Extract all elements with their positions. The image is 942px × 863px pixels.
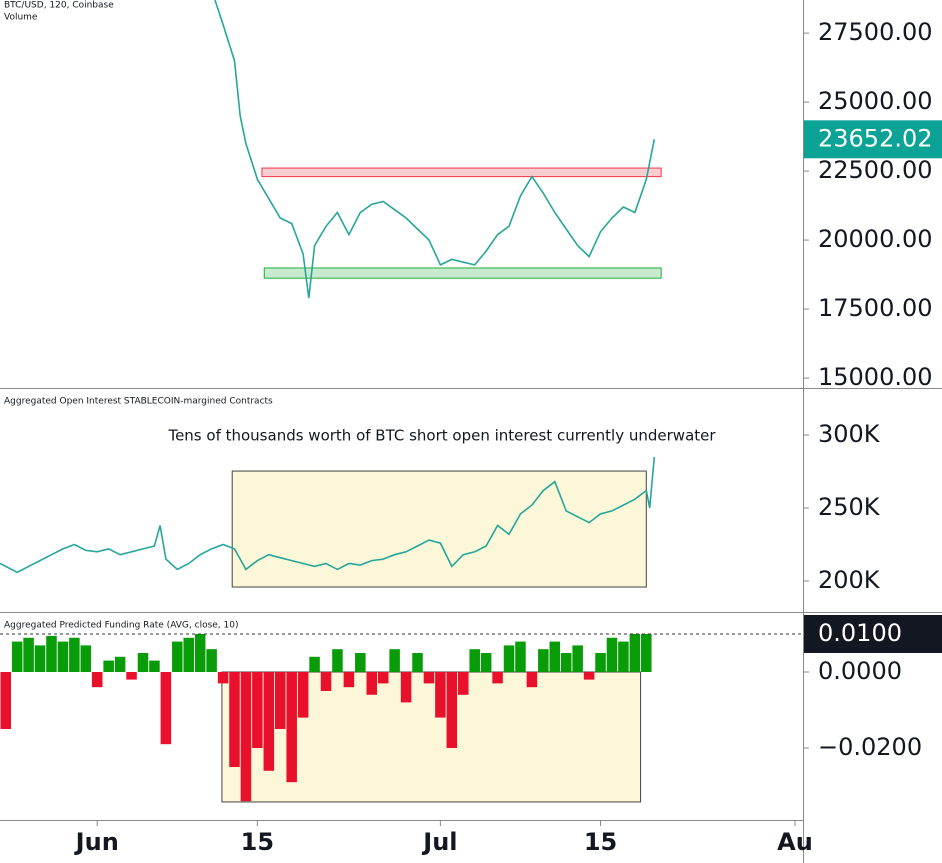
- funding-bar: [618, 641, 629, 672]
- funding-bar: [503, 645, 515, 672]
- y-tick-label: 22500.00: [818, 156, 933, 184]
- funding-bar: [149, 660, 160, 672]
- y-tick-label: 200K: [818, 566, 881, 594]
- funding-bar: [641, 633, 652, 672]
- highlight-box: [231, 470, 647, 588]
- y-tick-label: 25000.00: [818, 87, 933, 115]
- funding-bar: [526, 671, 538, 688]
- funding-bar: [469, 649, 480, 672]
- funding-bar: [286, 671, 297, 783]
- y-tick-label: 27500.00: [818, 18, 933, 46]
- funding-bar: [263, 671, 275, 771]
- funding-bar: [103, 660, 114, 672]
- funding-bar: [0, 671, 11, 729]
- y-tick-label: 15000.00: [818, 363, 933, 391]
- y-tick-label: 20000.00: [818, 225, 933, 253]
- funding-bar: [492, 671, 503, 684]
- funding-bar: [160, 671, 172, 745]
- funding-bar: [34, 645, 46, 672]
- funding-bar: [332, 649, 343, 672]
- current-value-label: 23652.02: [818, 124, 933, 152]
- funding-bar: [583, 671, 595, 680]
- funding-bar: [229, 671, 240, 767]
- funding-bar: [515, 641, 526, 672]
- y-tick-label: 0.0000: [818, 657, 902, 685]
- funding-bar: [538, 649, 549, 672]
- funding-bar: [343, 671, 355, 688]
- annotation: Tens of thousands worth of BTC short ope…: [167, 427, 716, 445]
- funding-bar: [355, 652, 366, 672]
- current-value-box: [804, 614, 942, 653]
- pane-title: Aggregated Open Interest STABLECOIN-marg…: [4, 397, 273, 407]
- y-tick-label: 250K: [818, 493, 881, 521]
- funding-bar: [217, 671, 229, 684]
- funding-bar: [69, 637, 80, 672]
- funding-bar: [183, 637, 195, 672]
- price-zone: [261, 167, 662, 178]
- funding-bar: [252, 671, 263, 748]
- current-value-box: [804, 120, 942, 159]
- funding-bar: [57, 641, 69, 672]
- funding-bar: [606, 637, 618, 672]
- pane-title: BTC/USD, 120, Coinbase: [4, 1, 114, 11]
- funding-bar: [172, 641, 183, 672]
- funding-bar: [137, 652, 149, 672]
- funding-bar: [549, 641, 561, 672]
- x-tick-label: 15: [241, 828, 274, 856]
- funding-bar: [480, 652, 492, 672]
- funding-bar: [377, 671, 389, 684]
- funding-bar: [366, 671, 378, 695]
- series-line: [0, 456, 656, 574]
- y-tick-label: 300K: [818, 420, 881, 448]
- x-tick-label: Jun: [74, 828, 119, 856]
- funding-bar: [114, 656, 126, 672]
- funding-bar: [412, 652, 423, 672]
- price-zone: [263, 267, 662, 279]
- funding-bar: [400, 671, 412, 703]
- pane-title: Aggregated Predicted Funding Rate (AVG, …: [4, 621, 239, 631]
- funding-bar: [572, 645, 583, 672]
- funding-bar: [435, 671, 446, 718]
- y-tick-label: 17500.00: [818, 294, 933, 322]
- funding-bar: [446, 671, 458, 748]
- series-line: [214, 0, 656, 299]
- funding-bar: [240, 671, 252, 802]
- funding-bar: [46, 635, 57, 672]
- funding-bar: [80, 645, 92, 672]
- x-tick-label: 15: [584, 828, 617, 856]
- funding-bar: [126, 671, 137, 680]
- funding-bar: [629, 633, 641, 672]
- funding-bar: [274, 671, 286, 729]
- funding-bar: [309, 656, 320, 672]
- pane-subtitle: Volume: [4, 13, 38, 23]
- current-value-label: 0.0100: [818, 619, 902, 647]
- funding-bar: [423, 671, 435, 684]
- funding-bar: [595, 652, 606, 672]
- funding-bar: [320, 671, 332, 691]
- funding-bar: [560, 652, 572, 672]
- funding-bar: [206, 649, 217, 672]
- y-tick-label: −0.0200: [818, 733, 922, 761]
- funding-bar: [297, 671, 309, 718]
- funding-bar: [389, 649, 400, 672]
- x-tick-label: Au: [777, 828, 813, 856]
- funding-bar: [11, 641, 23, 672]
- funding-bar: [458, 671, 469, 695]
- funding-bar: [23, 637, 34, 672]
- x-tick-label: Jul: [421, 828, 457, 856]
- funding-bar: [194, 633, 206, 672]
- funding-bar: [91, 671, 103, 688]
